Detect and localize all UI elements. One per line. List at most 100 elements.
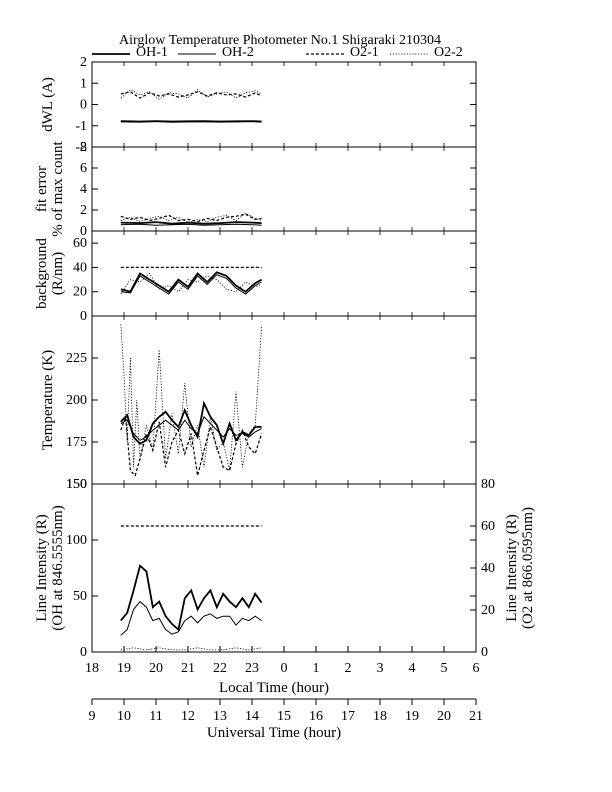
panel-frame [91,61,477,148]
x2-tick-label: 12 [181,709,195,724]
x2-tick-label: 20 [437,709,451,724]
series-oh-1-line [120,564,263,632]
legend-label: O2-2 [434,45,463,60]
series-oh-1-line [120,221,262,225]
y-tick-label: 100 [66,533,87,548]
panel-1: 2 1 0 -1 -2 dWL (A) [40,55,477,155]
x-tick-label: 18 [85,661,99,676]
panel-4: 225 200 175 150 Temperature (K) [40,315,477,492]
x2-tick-label: 13 [213,709,227,724]
legend-label: O2-1 [350,45,379,60]
x-tick-label: 22 [213,661,227,676]
y-tick-label: 20 [73,285,87,300]
x2-tick-label: 10 [117,709,131,724]
y-tick-label: 2 [80,55,87,70]
legend-entry-oh-2: OH-2 [178,45,254,60]
legend-entry-oh-1: OH-1 [92,45,168,60]
x-tick-label: 6 [473,661,480,676]
x-axis-label: Local Time (hour) [219,680,329,696]
y-tick-label: 6 [80,161,87,176]
series-o2-2-line [120,272,262,295]
legend-label: OH-1 [136,45,168,60]
x2-axis-label: Universal Time (hour) [207,725,341,741]
x2-tick-label: 9 [89,709,96,724]
series-o2-2-line [120,212,262,224]
legend-entry-o2-1: O2-1 [306,45,379,60]
series-oh-2-line [120,415,262,441]
y-tick-label: 40 [73,260,87,275]
y-axis-label-2: (R/nm) [50,252,66,295]
series-oh-1-line [120,400,262,447]
y-axis-label-2: % of max count [50,140,66,236]
x-tick-label: 0 [281,661,288,676]
y-tick-label: 2 [80,203,87,218]
series-o2-2-line [120,324,262,471]
y-tick-label: 150 [66,477,87,492]
x-tick-label: 3 [377,661,384,676]
y-tick-label: 150 [66,477,87,492]
y-tick-label: 60 [73,236,87,251]
x-tick-label: 20 [149,661,163,676]
series-o2-1-line [120,213,262,223]
panel-3: 60 40 20 0 background (R/nm) [34,230,477,324]
x2-tick-label: 14 [245,709,259,724]
series-oh-2-line [120,600,262,636]
y-tick-label: 0 [80,309,87,324]
y-tick-label: 1 [80,76,87,91]
legend: OH-1 OH-2 O2-1 O2-2 [92,45,463,60]
y-axis-label: dWL (A) [40,77,56,132]
legend-label: OH-2 [222,45,254,60]
y-tick-label: 0 [80,645,87,660]
x2-tick-label: 19 [405,709,419,724]
x-tick-label: 23 [245,661,259,676]
y-tick-label: 225 [66,351,87,366]
y2-tick-label: 0 [481,645,488,660]
y-axis-label: Line Intensity (R) [34,514,50,621]
y2-axis-label: Line Intensity (R) [504,514,520,621]
y-tick-label: 0 [80,224,87,239]
x2-tick-label: 17 [341,709,355,724]
panel-frame [91,146,477,232]
x-tick-label: 5 [441,661,448,676]
y2-axis-label-2: (O2 at 866.0595nm) [520,507,536,629]
y-tick-label: 175 [66,435,87,450]
series-oh-2-line [120,223,262,226]
panel-2: 8 6 4 2 0 fit error% of max count [34,140,477,239]
x2-tick-label: 16 [309,709,323,724]
y-tick-label: 200 [66,393,87,408]
x-tick-label: 19 [117,661,131,676]
x-axes: 18 19 20 21 22 23 0 1 2 3 4 5 6 Local Time (hour) 9 10 1… [85,646,483,741]
panel-frame [91,483,477,653]
x2-tick-label: 21 [469,709,483,724]
panel-frame [91,315,477,485]
y2-tick-label: 60 [481,519,495,534]
x-tick-label: 21 [181,661,195,676]
y-axis-label: fit error [34,166,50,212]
y2-tick-label: 20 [481,603,495,618]
x-tick-label: 4 [409,661,416,676]
series-oh-2-line [120,274,262,295]
chart-title: Airglow Temperature Photometer No.1 Shig… [119,33,441,48]
y-axis-label: background [34,238,50,309]
y2-tick-label: 40 [481,561,495,576]
series-oh-2-line [120,120,262,123]
y-tick-label: 0 [80,98,87,113]
x-tick-label: 2 [345,661,352,676]
legend-entry-o2-2: O2-2 [390,45,463,60]
x2-tick-label: 11 [149,709,162,724]
series-o2-2-line [120,647,262,651]
y-tick-label: -2 [75,140,87,155]
y-tick-label: 4 [80,182,87,197]
y2-tick-label: 80 [481,477,495,492]
y-tick-label: -1 [75,119,87,134]
series-o2-2-line [120,89,262,100]
y-axis-label: Temperature (K) [40,350,56,450]
series-oh-1-line [120,271,263,293]
series-o2-1-line [120,416,263,477]
y-axis-label-2: (OH at 846.5555nm) [50,505,66,630]
y-tick-label: 50 [73,589,87,604]
x2-tick-label: 15 [277,709,291,724]
